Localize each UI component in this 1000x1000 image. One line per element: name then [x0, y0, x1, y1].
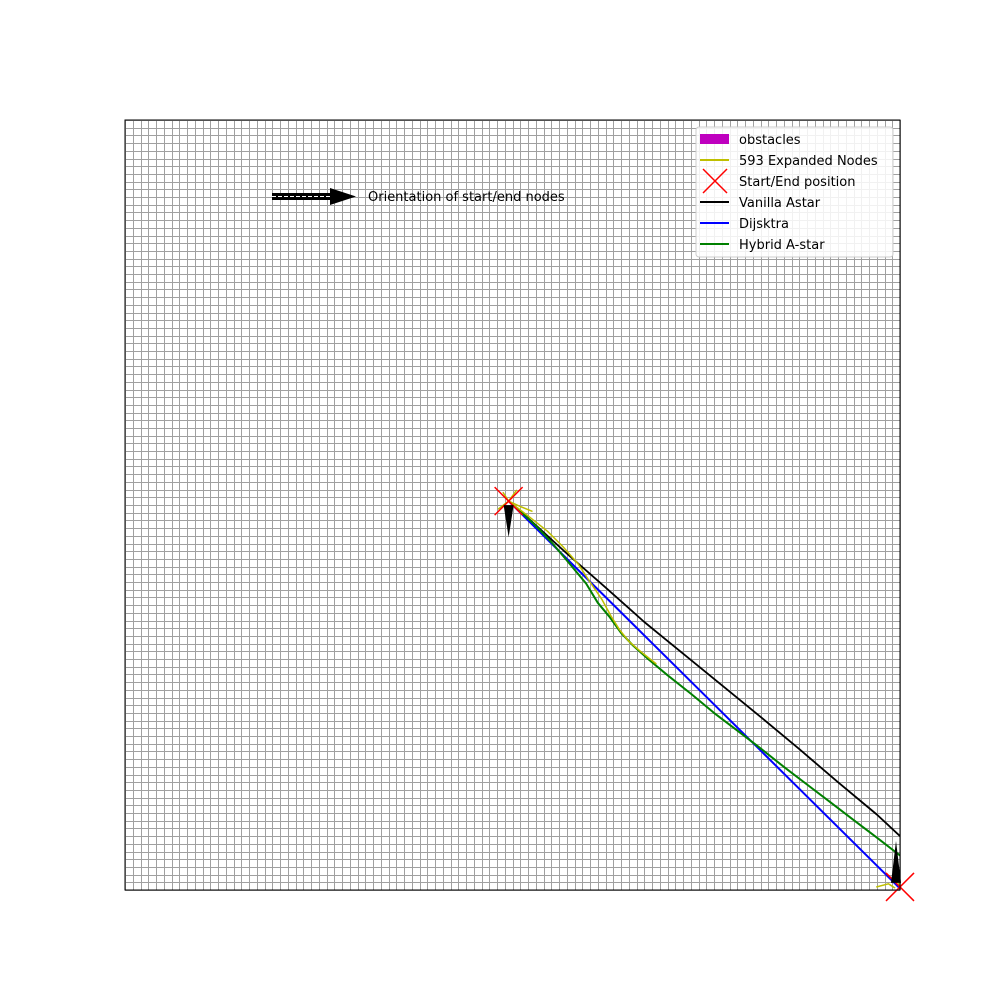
cross-stroke — [494, 486, 524, 516]
legend-obstacle-swatch — [700, 134, 729, 144]
series-vanilla-astar — [507, 500, 900, 837]
legend-label: Vanilla Astar — [739, 196, 821, 211]
series-593-expanded-nodes — [507, 500, 657, 665]
legend-label: obstacles — [739, 133, 801, 148]
legend-item: 593 Expanded Nodes — [700, 154, 878, 169]
series-593-expanded-nodes — [497, 500, 533, 512]
legend-box — [695, 126, 894, 258]
legend-item: Hybrid A-star — [700, 238, 825, 253]
series-593-expanded-nodes — [876, 883, 896, 889]
legend-item: Vanilla Astar — [700, 196, 821, 211]
legend-label: Start/End position — [739, 175, 855, 190]
legend-item: Start/End position — [702, 168, 855, 194]
series-hybrid-a-star — [507, 500, 900, 857]
legend-label: Hybrid A-star — [739, 238, 825, 253]
legend-label: 593 Expanded Nodes — [739, 154, 878, 169]
orientation-arrow-icon — [272, 188, 356, 205]
end-orientation-arrow-icon — [891, 840, 901, 883]
start-orientation-arrow-icon — [503, 505, 514, 538]
series-dijsktra — [507, 500, 900, 890]
legend-label: Dijsktra — [739, 217, 789, 232]
legend-item: Dijsktra — [700, 217, 789, 232]
orientation-annotation: Orientation of start/end nodes — [272, 188, 565, 205]
legend-item: obstacles — [700, 133, 801, 148]
legend: obstacles 593 Expanded Nodes Start/End pos… — [695, 126, 894, 258]
path-series-layer — [497, 489, 900, 890]
start-position-marker — [494, 486, 524, 516]
plot-frame — [124, 119, 901, 891]
legend-cross-icon — [702, 168, 728, 194]
orientation-label: Orientation of start/end nodes — [368, 190, 565, 205]
